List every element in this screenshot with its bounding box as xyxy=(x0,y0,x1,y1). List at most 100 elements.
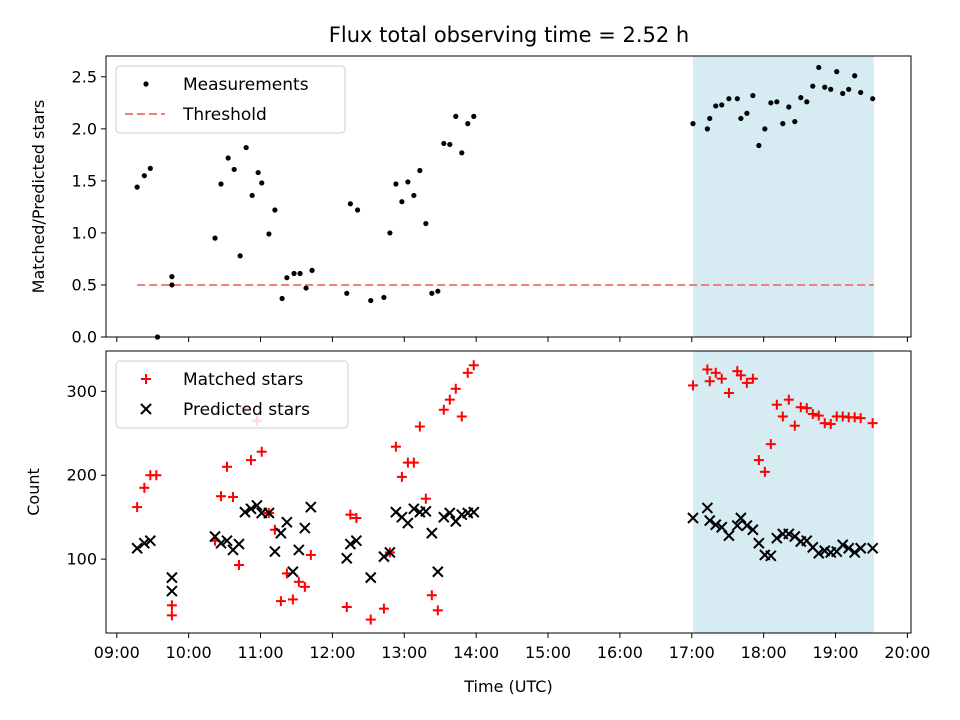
x-b xyxy=(215,537,227,549)
data-point xyxy=(259,180,265,186)
x-b xyxy=(350,534,363,547)
data-point-plus xyxy=(293,576,304,587)
x-b xyxy=(131,542,143,554)
x-b xyxy=(144,534,157,547)
data-point xyxy=(726,96,732,102)
data-point xyxy=(870,96,876,102)
x-b xyxy=(402,517,414,529)
x-b xyxy=(420,505,432,518)
x-b xyxy=(281,516,293,528)
x-b xyxy=(468,506,480,518)
x-b xyxy=(426,527,438,539)
x-b xyxy=(239,506,251,518)
ratio-y-label: Matched/Predicted stars xyxy=(29,100,48,294)
x-b xyxy=(747,524,759,536)
legend-box xyxy=(115,65,346,134)
data-point-x xyxy=(281,516,293,528)
y-tick-label: 300 xyxy=(66,382,97,401)
data-point xyxy=(713,103,719,109)
data-point-plus xyxy=(789,420,800,431)
data-point-x xyxy=(444,507,456,519)
data-point xyxy=(249,192,255,199)
data-point-plus xyxy=(390,441,401,452)
data-point xyxy=(840,90,846,97)
x-tick-label: 15:00 xyxy=(525,643,571,662)
data-point-plus xyxy=(456,411,467,422)
data-point-x xyxy=(233,538,245,550)
y-tick-label: 0.0 xyxy=(72,328,97,347)
data-point-x xyxy=(131,542,143,554)
y-tick-label: 200 xyxy=(66,466,97,485)
data-point xyxy=(465,121,471,127)
data-point-x xyxy=(783,528,795,540)
data-point-x xyxy=(384,546,396,559)
data-point-x xyxy=(221,534,233,547)
data-point xyxy=(707,115,713,122)
data-point xyxy=(381,294,387,301)
data-point xyxy=(255,169,261,176)
data-point xyxy=(347,201,353,207)
data-point-x xyxy=(866,542,879,554)
x-tick-label: 10:00 xyxy=(166,643,212,662)
legend-label: Matched stars xyxy=(183,370,303,390)
data-point-x xyxy=(687,512,699,524)
data-point xyxy=(303,285,309,291)
data-point xyxy=(804,99,810,105)
data-point xyxy=(411,192,417,199)
series-0 xyxy=(134,64,876,340)
data-point xyxy=(417,167,423,174)
data-point xyxy=(169,274,175,280)
data-point xyxy=(212,235,218,241)
data-point-plus xyxy=(166,600,177,611)
data-point xyxy=(453,113,459,119)
x-tick-label: 11:00 xyxy=(237,643,283,662)
x-b xyxy=(287,566,299,578)
data-point-plus xyxy=(813,410,824,421)
data-point xyxy=(744,110,750,116)
data-point-x xyxy=(245,503,257,515)
x-b xyxy=(341,552,353,565)
data-point xyxy=(798,95,804,101)
data-point xyxy=(354,207,361,213)
data-point-x xyxy=(735,512,747,524)
x-b xyxy=(789,530,801,543)
data-point xyxy=(266,231,272,237)
data-point-plus xyxy=(305,549,316,560)
data-point xyxy=(750,92,756,99)
data-point xyxy=(780,121,786,127)
data-point-x xyxy=(239,506,251,518)
x-b xyxy=(384,546,396,559)
x-b xyxy=(731,519,744,532)
data-point-plus xyxy=(139,482,150,493)
data-point xyxy=(272,207,278,213)
data-point-x xyxy=(765,550,777,562)
data-point-plus xyxy=(710,367,721,378)
count-marks xyxy=(131,360,879,625)
data-point-plus xyxy=(227,492,238,503)
data-point-plus xyxy=(825,419,836,430)
x-b xyxy=(843,542,855,554)
data-point-x xyxy=(350,534,363,547)
data-point xyxy=(218,181,224,187)
data-point xyxy=(429,290,435,296)
x-b xyxy=(166,585,178,597)
data-point xyxy=(774,99,780,105)
x-tick-label: 16:00 xyxy=(597,643,643,662)
data-point-plus xyxy=(468,360,479,371)
x-b xyxy=(408,503,420,515)
x-tick-label: 12:00 xyxy=(309,643,355,662)
legend-marker-dot xyxy=(143,81,149,87)
x-b xyxy=(819,545,831,557)
data-point xyxy=(297,270,303,277)
data-point xyxy=(387,230,393,236)
series-0 xyxy=(132,360,878,625)
data-point-plus xyxy=(345,509,356,520)
x-b xyxy=(432,566,444,578)
data-point xyxy=(471,113,477,119)
data-point xyxy=(134,184,140,190)
data-point-x xyxy=(420,505,432,518)
data-point-x xyxy=(144,534,157,547)
x-b xyxy=(390,506,402,518)
x-b xyxy=(269,545,281,558)
data-point-x xyxy=(843,542,855,554)
